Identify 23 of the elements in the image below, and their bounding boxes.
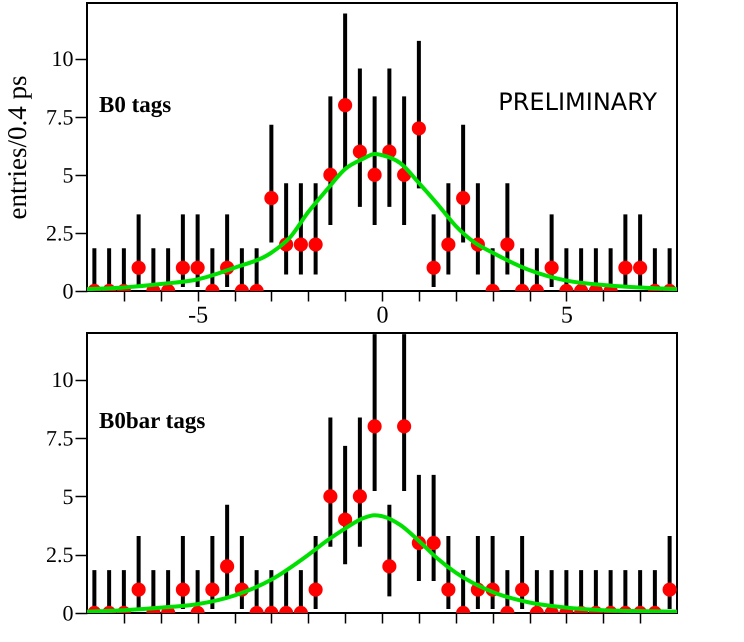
line-series	[87, 513, 677, 613]
y-tick-label: 0	[62, 600, 74, 626]
annotation: B0 tags	[99, 92, 172, 118]
y-tick-label: 2.5	[46, 220, 74, 246]
point	[456, 191, 470, 206]
y-axis-title: entries/0.4 ps	[2, 76, 32, 220]
x-tick-label: 5	[560, 302, 573, 328]
y-tick-label: 7.5	[46, 426, 74, 450]
y-tick-label: 2.5	[46, 542, 74, 568]
y-tick-label: 0	[62, 278, 74, 304]
x-tick-label: -5	[188, 302, 208, 328]
annotation: B0bar tags	[99, 408, 206, 434]
point	[352, 144, 367, 159]
x-tick-label: 0	[376, 302, 388, 328]
point	[264, 191, 278, 206]
y-tick-label: 10	[52, 367, 74, 392]
y-tick-label: 5	[62, 162, 74, 188]
y-tick-label: 10	[52, 46, 74, 72]
y-tick-label: 5	[62, 484, 74, 509]
y-tick-label: 7.5	[46, 104, 74, 130]
point	[412, 121, 426, 136]
annotation: PRELIMINARY	[498, 88, 658, 116]
point	[368, 168, 382, 182]
